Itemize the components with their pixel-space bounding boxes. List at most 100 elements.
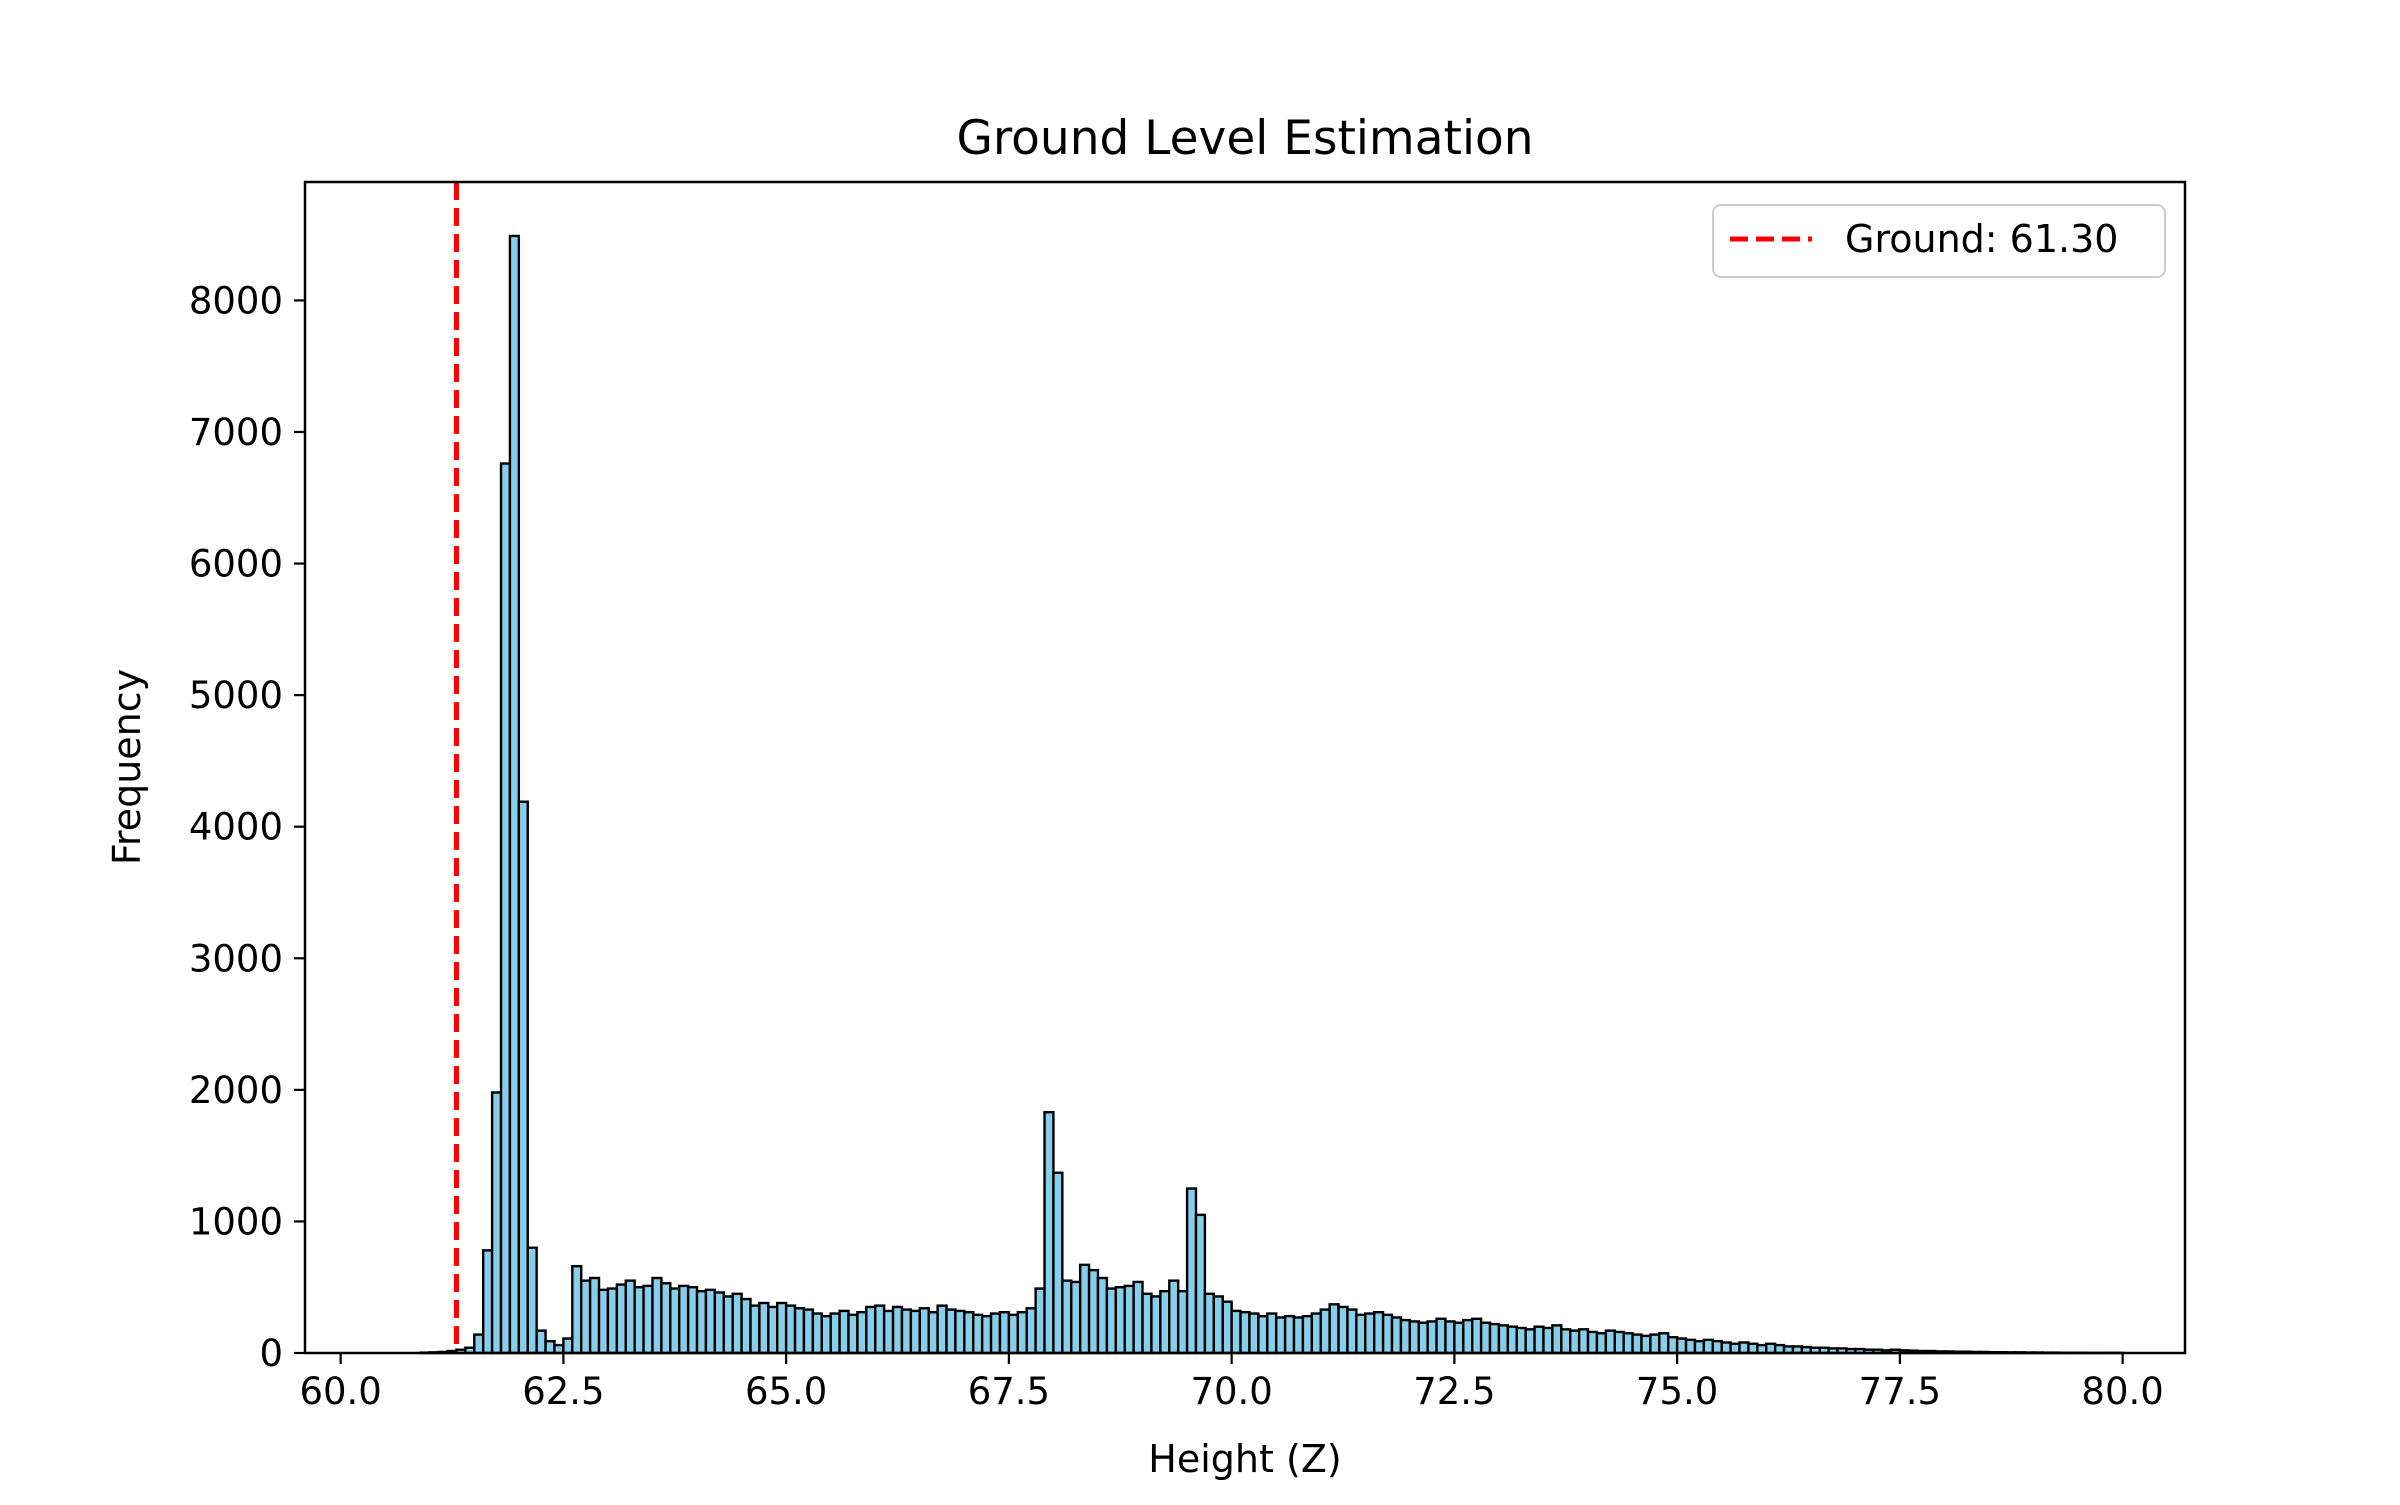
x-tick-label: 67.5 <box>968 1370 1050 1413</box>
histogram-bar <box>1677 1339 1686 1353</box>
histogram-bar <box>822 1316 831 1353</box>
histogram-bar <box>679 1286 688 1353</box>
histogram-bar <box>768 1307 777 1353</box>
histogram-bar <box>947 1310 956 1353</box>
histogram-bar <box>1543 1328 1552 1353</box>
histogram-bar <box>884 1311 893 1353</box>
histogram-bar <box>1472 1319 1481 1353</box>
histogram-bar <box>724 1296 733 1353</box>
histogram-bar <box>572 1266 581 1353</box>
histogram-bar <box>1107 1289 1116 1353</box>
histogram-bar <box>1241 1312 1250 1353</box>
histogram-bar <box>911 1311 920 1353</box>
histogram-bar <box>1000 1312 1009 1353</box>
histogram-bar <box>670 1289 679 1353</box>
histogram-bar <box>510 236 519 1353</box>
histogram-bar <box>902 1310 911 1353</box>
histogram-bar <box>1169 1281 1178 1353</box>
histogram-bar <box>1419 1323 1428 1353</box>
histogram-bar <box>1365 1314 1374 1353</box>
histogram-bar <box>1143 1294 1152 1353</box>
y-tick-label: 6000 <box>189 543 283 586</box>
y-axis-label: Frequency <box>105 669 149 865</box>
y-tick-label: 8000 <box>189 279 283 322</box>
histogram-bar <box>1445 1321 1454 1353</box>
histogram-bar <box>866 1307 875 1353</box>
histogram-bar <box>1704 1340 1713 1353</box>
legend-label-ground: Ground: 61.30 <box>1845 217 2118 261</box>
histogram-bar <box>1695 1341 1704 1353</box>
histogram-bar <box>492 1092 501 1353</box>
histogram-bar <box>501 464 510 1353</box>
histogram-bar <box>1249 1314 1258 1353</box>
histogram-bar <box>893 1307 902 1353</box>
histogram-bar <box>938 1306 947 1353</box>
histogram-bar <box>1321 1310 1330 1353</box>
histogram-bar <box>1330 1304 1339 1353</box>
histogram-bar <box>1463 1320 1472 1353</box>
histogram-bar <box>644 1286 653 1353</box>
histogram-bar <box>1196 1215 1205 1353</box>
histogram-bar <box>750 1306 759 1353</box>
histogram-bar <box>563 1339 572 1353</box>
y-tick-label: 2000 <box>189 1069 283 1112</box>
histogram-bar <box>1588 1332 1597 1353</box>
x-axis-label: Height (Z) <box>1148 1437 1341 1481</box>
histogram-bar <box>1740 1342 1749 1353</box>
histogram-bar <box>1633 1335 1642 1353</box>
x-tick-label: 75.0 <box>1636 1370 1718 1413</box>
histogram-bar <box>733 1294 742 1353</box>
histogram-bar <box>1624 1333 1633 1353</box>
y-tick-label: 5000 <box>189 674 283 717</box>
histogram-bar <box>1160 1291 1169 1353</box>
histogram-bar <box>991 1314 1000 1353</box>
histogram-bar <box>1036 1289 1045 1353</box>
histogram-bar <box>1232 1311 1241 1353</box>
histogram-bar <box>590 1278 599 1353</box>
y-tick-label: 4000 <box>189 806 283 849</box>
x-tick-label: 80.0 <box>2081 1370 2163 1413</box>
histogram-bar <box>1339 1307 1348 1353</box>
histogram-bar <box>1312 1314 1321 1353</box>
histogram-bar <box>1116 1287 1125 1353</box>
histogram-bar <box>1392 1317 1401 1353</box>
histogram-bar <box>1045 1112 1054 1353</box>
histogram-bar <box>1205 1294 1214 1353</box>
histogram-bar <box>1374 1312 1383 1353</box>
y-tick-label: 0 <box>259 1332 283 1375</box>
histogram-bar <box>635 1287 644 1353</box>
histogram-bar <box>537 1331 546 1353</box>
histogram-bar <box>1071 1282 1080 1353</box>
histogram-bar <box>786 1306 795 1353</box>
histogram-bar <box>1561 1329 1570 1353</box>
histogram-bar <box>804 1310 813 1353</box>
histogram-bar <box>875 1306 884 1353</box>
x-tick-label: 77.5 <box>1859 1370 1941 1413</box>
histogram-bar <box>973 1315 982 1353</box>
histogram-bar <box>1151 1296 1160 1353</box>
histogram-bar <box>1766 1344 1775 1353</box>
histogram-bar <box>1615 1332 1624 1353</box>
histogram-bar <box>1258 1316 1267 1353</box>
histogram-bar <box>813 1314 822 1353</box>
x-tick-label: 60.0 <box>299 1370 381 1413</box>
histogram-bar <box>1347 1310 1356 1353</box>
histogram-bar <box>528 1248 537 1353</box>
chart-title: Ground Level Estimation <box>956 111 1533 166</box>
histogram-bar <box>1748 1344 1757 1353</box>
histogram-bar <box>1062 1281 1071 1353</box>
histogram-bar <box>474 1335 483 1353</box>
histogram-bar <box>849 1315 858 1353</box>
histogram-bar <box>1428 1321 1437 1353</box>
histogram-bar <box>857 1312 866 1353</box>
histogram-bar <box>1552 1325 1561 1353</box>
histogram-bar <box>1490 1324 1499 1353</box>
histogram-bar <box>777 1303 786 1353</box>
y-tick-label: 1000 <box>189 1200 283 1243</box>
histogram-bar <box>831 1314 840 1353</box>
histogram-bar <box>1731 1344 1740 1353</box>
x-tick-label: 62.5 <box>522 1370 604 1413</box>
